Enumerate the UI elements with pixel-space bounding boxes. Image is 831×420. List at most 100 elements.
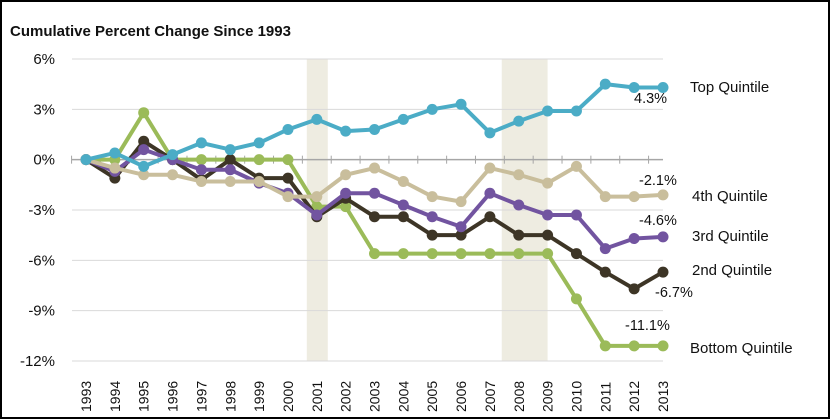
data-point: [542, 229, 554, 241]
data-point: [282, 172, 294, 184]
data-point: [455, 229, 467, 241]
data-point: [484, 248, 496, 260]
x-tick-label: 2010: [568, 381, 584, 412]
data-point: [426, 229, 438, 241]
data-point: [570, 209, 582, 221]
data-point: [484, 187, 496, 199]
x-tick-label: 2005: [424, 381, 440, 412]
data-point: [311, 201, 323, 213]
data-point: [426, 103, 438, 115]
data-point: [253, 175, 265, 187]
data-point: [426, 211, 438, 223]
data-point: [167, 149, 179, 161]
data-point: [455, 98, 467, 110]
y-tick-label: -12%: [20, 353, 55, 370]
data-point: [542, 105, 554, 117]
series-lines: [80, 78, 669, 352]
data-point: [542, 248, 554, 260]
data-point: [253, 137, 265, 149]
end-value-label: -11.1%: [625, 318, 670, 334]
data-point: [628, 191, 640, 203]
data-point: [138, 160, 150, 172]
y-tick-label: -3%: [28, 202, 55, 219]
data-point: [657, 231, 669, 243]
x-tick-label: 2011: [597, 382, 613, 412]
x-tick-label: 2006: [453, 381, 469, 412]
series-bottom-quintile: [80, 107, 669, 352]
data-point: [513, 229, 525, 241]
x-tick-label: 2007: [482, 381, 498, 412]
data-point: [570, 160, 582, 172]
y-tick-label: -6%: [28, 252, 55, 269]
data-point: [484, 211, 496, 223]
x-tick-label: 2002: [338, 381, 354, 412]
data-point: [369, 187, 380, 199]
data-point: [599, 340, 611, 352]
y-tick-label: 3%: [33, 101, 55, 118]
data-point: [311, 191, 323, 203]
data-point: [282, 154, 294, 166]
data-point: [138, 169, 150, 181]
data-point: [167, 169, 179, 181]
x-tick-label: 2012: [626, 381, 642, 412]
data-point: [426, 191, 438, 203]
data-point: [195, 164, 207, 176]
data-point: [657, 189, 669, 201]
end-value-label: -2.1%: [639, 173, 677, 189]
data-point: [311, 209, 323, 221]
data-point: [340, 169, 352, 181]
x-tick-label: 1996: [165, 381, 181, 412]
data-point: [224, 154, 236, 166]
data-point: [455, 196, 467, 208]
data-point: [426, 248, 438, 260]
x-tick-label: 2008: [511, 381, 527, 412]
data-point: [195, 154, 207, 166]
x-tick-label: 2009: [540, 381, 556, 412]
data-point: [397, 113, 409, 125]
x-tick-label: 2013: [655, 381, 671, 412]
chart-title: Cumulative Percent Change Since 1993: [10, 23, 291, 40]
series-name-label: 2nd Quintile: [692, 262, 772, 279]
data-point: [513, 248, 525, 260]
data-point: [599, 243, 611, 255]
series-top-quintile: [80, 78, 669, 172]
data-point: [369, 248, 380, 260]
data-point: [628, 82, 640, 94]
end-value-label: -6.7%: [655, 285, 693, 301]
data-point: [599, 266, 611, 278]
data-point: [253, 154, 265, 166]
data-point: [109, 147, 121, 159]
series-name-label: 4th Quintile: [692, 188, 768, 205]
data-point: [657, 340, 669, 352]
x-tick-label: 2001: [309, 381, 325, 412]
data-point: [513, 115, 525, 127]
x-tick-label: 2004: [395, 381, 411, 412]
x-tick-label: 1997: [193, 381, 209, 412]
data-point: [513, 199, 525, 211]
gridlines: [72, 58, 663, 362]
data-point: [628, 283, 640, 295]
data-point: [224, 144, 236, 156]
data-point: [195, 175, 207, 187]
data-point: [340, 187, 352, 199]
data-point: [369, 123, 380, 135]
y-tick-label: 0%: [33, 152, 55, 169]
data-point: [369, 211, 380, 223]
data-point: [657, 266, 669, 278]
data-point: [282, 123, 294, 135]
y-tick-label: 6%: [33, 51, 55, 68]
data-point: [397, 199, 409, 211]
data-point: [80, 154, 92, 166]
end-value-label: 4.3%: [634, 91, 667, 107]
data-point: [109, 162, 121, 174]
data-point: [455, 221, 467, 233]
series-name-label: Bottom Quintile: [690, 340, 793, 357]
data-point: [570, 293, 582, 305]
data-point: [195, 137, 207, 149]
data-point: [628, 233, 640, 245]
data-point: [484, 162, 496, 174]
data-point: [599, 78, 611, 90]
data-point: [311, 113, 323, 125]
data-point: [224, 164, 236, 176]
